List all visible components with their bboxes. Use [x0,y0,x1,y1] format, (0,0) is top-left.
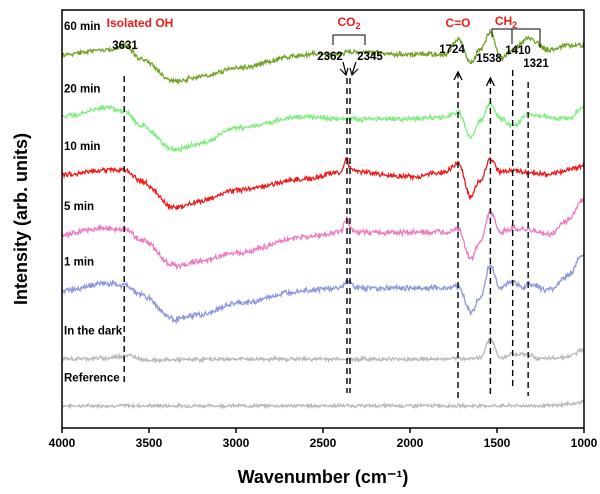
x-tick-label-3000: 3000 [223,436,250,450]
peak-arrow-1724 [453,70,463,81]
peak-label-2362: 2362 [317,51,343,63]
peak-label-1724: 1724 [439,44,465,56]
peak-label-1321: 1321 [523,58,549,70]
x-tick-label-2500: 2500 [310,436,337,450]
co2-label-sub: 2 [355,21,360,31]
series-line-2 [61,253,585,325]
ch2-label: CH2 [495,14,517,30]
series-label-2: 1 min [64,257,94,269]
ch2-label-base: CH [495,14,512,28]
series-label-6: 60 min [64,21,100,33]
y-axis-title: Intensity (arb. units) [11,133,31,305]
x-tick-label-3500: 3500 [136,436,163,450]
x-axis-title: Wavenumber (cm⁻¹) [238,467,409,487]
series-line-1 [61,336,585,364]
series-label-3: 5 min [64,201,94,213]
isolated-oh-label: Isolated OH [107,16,174,30]
x-tick-label-4000: 4000 [49,436,76,450]
co2-arrow-right [349,61,359,77]
series-label-5: 20 min [64,83,100,95]
marker-layer [123,70,529,398]
x-tick-label-1000: 1000 [571,436,598,450]
series-label-layer: Reference In the dark 1 min 5 min 10 min 20 m… [64,21,123,384]
series-line-6 [61,28,585,85]
series-line-4 [62,156,585,211]
series-line-0 [61,399,585,410]
series-label-0: Reference [64,372,120,384]
ch2-bracket [491,28,541,47]
peak-label-1538: 1538 [476,53,502,65]
co2-arrow-left [339,61,349,77]
x-tick-label-2000: 2000 [397,436,424,450]
co2-bracket [332,34,366,45]
peak-arrow-1538 [485,76,495,87]
x-tick-label-1500: 1500 [484,436,511,450]
peak-label-3631: 3631 [112,40,138,52]
tick-layer: 4000 3500 3000 2500 2000 1500 1000 [49,428,598,450]
co-label: C=O [445,16,470,30]
peak-label-1410: 1410 [505,45,531,57]
series-label-1: In the dark [64,326,123,338]
ch2-label-sub: 2 [512,20,517,30]
series-layer [61,28,585,410]
series-line-5 [61,99,585,153]
annotation-layer: Isolated OH CO2 C=O CH2 3631 2362 2345 1… [107,14,549,77]
series-label-4: 10 min [64,141,100,153]
plot-frame [61,9,585,429]
co2-label: CO2 [337,15,360,31]
peak-label-2345: 2345 [357,51,383,63]
co2-label-base: CO [337,15,355,29]
series-line-3 [61,196,585,271]
